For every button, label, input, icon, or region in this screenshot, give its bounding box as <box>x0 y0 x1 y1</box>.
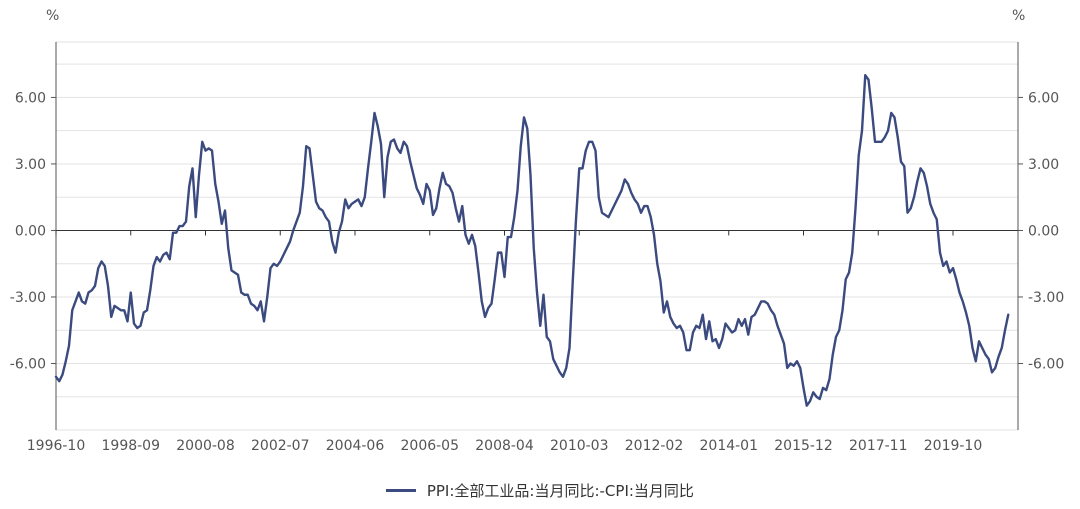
x-tick-label: 2014-01 <box>700 438 759 454</box>
y-tick-label-left: -6.00 <box>10 356 46 372</box>
y-tick-label-right: 3.00 <box>1028 157 1059 173</box>
x-tick-label: 2000-08 <box>176 438 235 454</box>
x-tick-label: 2008-04 <box>475 438 534 454</box>
x-axis: 1996-10 1998-09 2000-08 2002-07 2004-06 2006-… <box>27 230 983 454</box>
y-tick-label-right: 0.00 <box>1028 223 1059 239</box>
x-tick-label: 2012-02 <box>625 438 684 454</box>
x-tick-label: 2002-07 <box>251 438 310 454</box>
y-tick-label-right: -3.00 <box>1028 290 1064 306</box>
y-axis-left: -6.00 -3.00 0.00 3.00 6.00 <box>10 90 56 372</box>
right-axis-unit: % <box>1012 8 1025 24</box>
y-tick-label-left: 0.00 <box>15 223 46 239</box>
y-tick-label-left: 6.00 <box>15 90 46 106</box>
legend[interactable]: PPI:全部工业品:当月同比:-CPI:当月同比 <box>0 480 1080 501</box>
x-tick-label: 1996-10 <box>27 438 86 454</box>
grid-lines <box>56 41 1018 431</box>
y-tick-label-left: -3.00 <box>10 290 46 306</box>
x-tick-label: 2017-11 <box>849 438 908 454</box>
left-axis-unit: % <box>46 8 59 24</box>
x-tick-label: 1998-09 <box>102 438 161 454</box>
y-axis-right: -6.00 -3.00 0.00 3.00 6.00 <box>1018 90 1064 372</box>
legend-swatch <box>386 489 417 492</box>
series-line <box>54 74 1010 407</box>
x-tick-label: 2006-05 <box>401 438 460 454</box>
x-tick-label: 2019-10 <box>924 438 983 454</box>
x-tick-label: 2015-12 <box>774 438 833 454</box>
line-chart: % % -6.00 -3.00 0.00 3.00 6.00 -6.00 -3.00 0.0… <box>10 8 1064 454</box>
y-tick-label-right: -6.00 <box>1028 356 1064 372</box>
legend-label: PPI:全部工业品:当月同比:-CPI:当月同比 <box>426 482 694 500</box>
x-tick-label: 2004-06 <box>326 438 385 454</box>
axes <box>55 42 1019 430</box>
y-tick-label-right: 6.00 <box>1028 90 1059 106</box>
y-tick-label-left: 3.00 <box>15 157 46 173</box>
x-tick-label: 2010-03 <box>550 438 609 454</box>
